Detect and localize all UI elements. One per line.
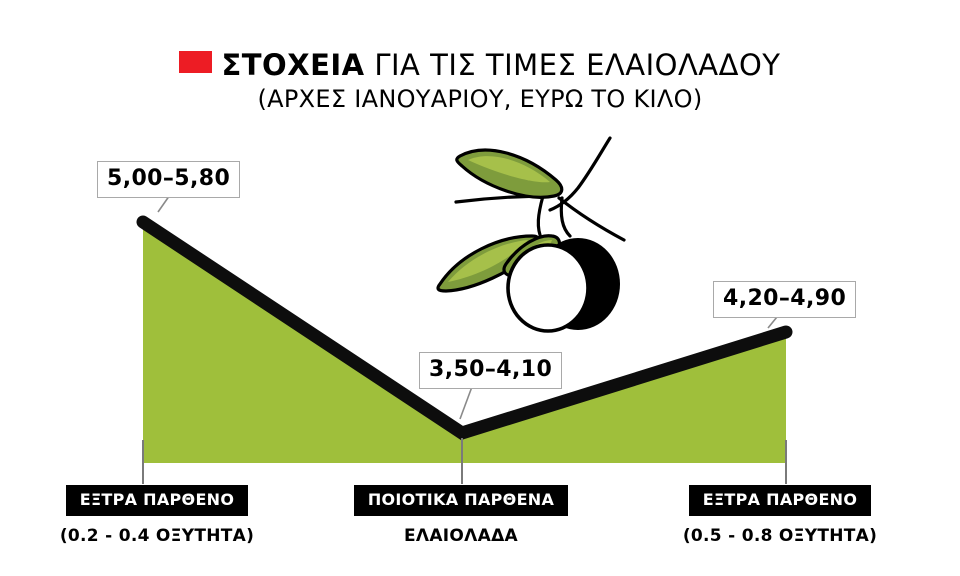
value-label-extra-virgin-low-acidity: 5,00–5,80 <box>97 161 241 198</box>
value-label-quality-virgin: 3,50–4,10 <box>419 352 563 389</box>
page-title: ΣΤΟΧΕΙΑ ΓΙΑ ΤΙΣ ΤΙΜΕΣ ΕΛΑΙΟΛΑΔΟΥ <box>0 48 960 82</box>
category-title: ΠΟΙΟΤΙΚΑ ΠΑΡΘΕΝΑ <box>353 485 569 516</box>
leader-line-1 <box>459 383 474 420</box>
chart-price-line <box>136 215 793 441</box>
page-subtitle: (ΑΡΧΕΣ ΙΑΝΟΥΑΡΙΟΥ, ΕΥΡΩ ΤΟ ΚΙΛΟ) <box>257 85 703 113</box>
olive-fruit-stalk-a <box>536 194 545 242</box>
category-subtitle: (0.2 - 0.4 ΟΞΥΤΗΤΑ) <box>59 526 255 546</box>
olive-fruit-stalk-b <box>559 196 572 238</box>
chart-area-fill <box>143 224 786 463</box>
category-extra-virgin-high-acidity: ΕΞΤΡΑ ΠΑΡΘΕΝΟ (0.5 - 0.8 ΟΞΥΤΗΤΑ) <box>650 485 910 545</box>
category-title: ΕΞΤΡΑ ΠΑΡΘΕΝΟ <box>65 485 249 516</box>
olive-leaf-upper-highlight <box>468 156 550 183</box>
value-label-extra-virgin-high-acidity: 4,20–4,90 <box>713 281 857 318</box>
title-rest-text: ΓΙΑ ΤΙΣ ΤΙΜΕΣ ΕΛΑΙΟΛΑΔΟΥ <box>364 48 781 82</box>
olive-branch-icon <box>436 136 626 333</box>
title-strong-text: ΣΤΟΧΕΙΑ <box>221 48 365 82</box>
category-extra-virgin-low-acidity: ΕΞΤΡΑ ΠΑΡΘΕΝΟ (0.2 - 0.4 ΟΞΥΤΗΤΑ) <box>27 485 287 545</box>
green-olive <box>506 243 590 333</box>
title-block: ΣΤΟΧΕΙΑ ΓΙΑ ΤΙΣ ΤΙΜΕΣ ΕΛΑΙΟΛΑΔΟΥ (ΑΡΧΕΣ … <box>0 48 960 114</box>
olive-leaf-lower-left-highlight <box>448 240 528 282</box>
category-quality-virgin: ΠΟΙΟΤΙΚΑ ΠΑΡΘΕΝΑ ΕΛΑΙΟΛΑΔΑ <box>331 485 591 545</box>
olive-twig-right <box>557 196 626 242</box>
category-title: ΕΞΤΡΑ ΠΑΡΘΕΝΟ <box>688 485 872 516</box>
category-subtitle: (0.5 - 0.8 ΟΞΥΤΗΤΑ) <box>682 526 878 546</box>
category-subtitle: ΕΛΑΙΟΛΑΔΑ <box>403 526 519 546</box>
red-square-icon <box>179 51 213 73</box>
olive-stem <box>548 136 612 212</box>
